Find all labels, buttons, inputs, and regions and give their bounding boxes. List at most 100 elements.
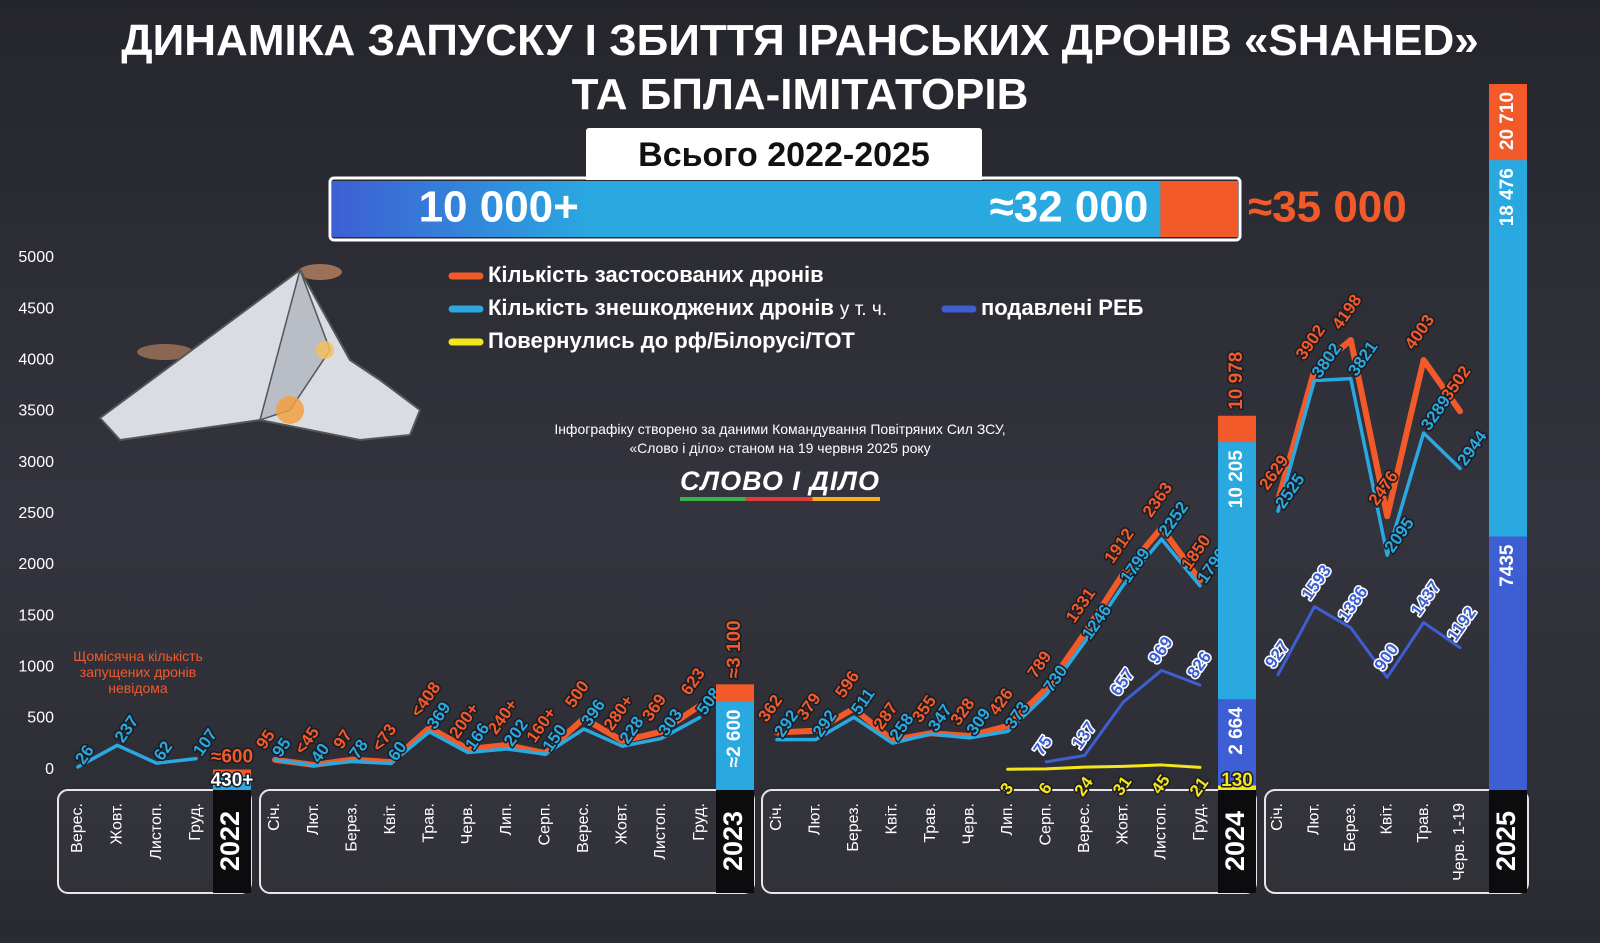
value-label: 927 — [1261, 637, 1293, 671]
year-label: 2024 — [1220, 811, 1250, 871]
y-tick-label: 5000 — [18, 249, 54, 266]
total-label: 130 — [1221, 770, 1253, 791]
total-label: 430+ — [211, 770, 254, 791]
value-label: 969 — [1145, 633, 1177, 667]
total-bar — [1218, 785, 1256, 790]
value-label: 1192 — [1443, 603, 1480, 644]
y-tick-label: 4500 — [18, 300, 54, 317]
series-line — [76, 743, 198, 769]
series-line — [273, 715, 702, 768]
total-label: 7435 — [1497, 544, 1518, 587]
overall-label: ≈35 000 — [1248, 183, 1407, 232]
x-tick-label: Лют. — [807, 803, 824, 835]
x-tick-label: Лют. — [305, 803, 322, 835]
x-tick-label: Берез. — [343, 803, 360, 852]
x-tick-label: Листоп. — [1153, 803, 1170, 860]
series-line — [775, 537, 1202, 745]
value-label: 4003 — [1401, 311, 1438, 353]
total-label: 10 978 — [1226, 352, 1247, 410]
overall-label: 10 000+ — [419, 183, 579, 232]
y-tick-label: 1500 — [18, 607, 54, 624]
legend-label: Кількість знешкоджених дронів — [488, 295, 834, 320]
y-tick-label: 500 — [27, 710, 54, 727]
x-tick-label: Груд. — [1191, 803, 1208, 841]
legend-note: у т. ч. — [840, 299, 887, 320]
legend-label: подавлені РЕБ — [981, 295, 1144, 320]
x-tick-label: Лют. — [1306, 803, 1323, 835]
total-label: 2 664 — [1226, 707, 1247, 755]
total-bar — [213, 775, 251, 790]
legend-label: Кількість застосованих дронів — [488, 262, 824, 287]
x-tick-label: Квіт. — [1378, 803, 1395, 834]
series-line — [1276, 376, 1462, 557]
drone-illustration — [98, 264, 422, 442]
x-tick-label: Листоп. — [148, 803, 165, 860]
value-label: 1593 — [1298, 562, 1335, 604]
y-tick-label: 2000 — [18, 556, 54, 573]
x-tick-label: Черв. — [459, 803, 476, 844]
x-tick-label: Верес. — [575, 803, 592, 853]
source-note: Інфографіку створено за даними Командува… — [554, 421, 1006, 456]
year-label: 2025 — [1491, 811, 1521, 871]
year-box — [716, 790, 754, 893]
x-tick-label: Черв. — [960, 803, 977, 844]
value-label: 2095 — [1381, 514, 1418, 556]
title-line: ТА БПЛА-ІМІТАТОРІВ — [571, 70, 1029, 119]
overall-label: ≈32 000 — [990, 183, 1149, 232]
x-tick-label: Жовт. — [109, 803, 126, 845]
legend-label: Повернулись до рф/Білорусі/ТОТ — [488, 328, 855, 353]
year-box — [1489, 790, 1527, 893]
value-label: 2944 — [1453, 427, 1491, 469]
x-tick-label: Серп. — [536, 803, 553, 845]
x-tick-label: Серп. — [1037, 803, 1054, 845]
x-tick-label: Трав. — [1415, 803, 1432, 843]
series-line — [774, 524, 1203, 744]
x-tick-label: Квіт. — [382, 803, 399, 834]
x-tick-label: Берез. — [1342, 803, 1359, 852]
series-line — [1006, 763, 1202, 771]
x-tick-label: Листоп. — [652, 803, 669, 860]
y-tick-label: 4000 — [18, 352, 54, 369]
y-tick-label: 2500 — [18, 505, 54, 522]
total-bar — [716, 701, 754, 790]
year-label: 2022 — [215, 811, 245, 871]
value-label: 26 — [71, 741, 97, 767]
total-bar — [1489, 536, 1527, 790]
x-tick-label: Жовт. — [614, 803, 631, 845]
y-tick-label: 1000 — [18, 658, 54, 675]
title-line: ДИНАМІКА ЗАПУСКУ І ЗБИТТЯ ІРАНСЬКИХ ДРОН… — [121, 16, 1479, 65]
panel-frame — [1264, 789, 1529, 894]
y-tick-label: 3000 — [18, 454, 54, 471]
x-tick-label: Трав. — [421, 803, 438, 843]
total-label: ≈3 100 — [724, 620, 745, 678]
value-label: 1386 — [1334, 583, 1371, 625]
x-tick-label: Лип. — [498, 803, 515, 836]
value-label: 4198 — [1328, 291, 1365, 333]
value-label: 1437 — [1407, 578, 1444, 620]
x-tick-label: Січ. — [1269, 803, 1286, 831]
total-bar — [1218, 699, 1256, 790]
value-label: 75 — [1030, 732, 1056, 758]
x-tick-label: Січ. — [768, 803, 785, 831]
x-tick-label: Лип. — [999, 803, 1016, 836]
x-tick-label: Трав. — [922, 803, 939, 843]
total-label: 10 205 — [1226, 450, 1247, 509]
x-tick-label: Груд. — [187, 803, 204, 841]
annotation: Щомісячна кількість запущених дронів нев… — [73, 648, 203, 696]
logo: СЛОВО І ДІЛО — [680, 466, 880, 501]
x-tick-label: Груд. — [691, 803, 708, 841]
series-line — [1044, 668, 1202, 764]
x-tick-label: Січ. — [266, 803, 283, 831]
x-tick-label: Верес. — [69, 803, 86, 853]
x-tick-label: Берез. — [845, 803, 862, 852]
total-label: ≈2 600 — [724, 709, 745, 767]
overall-bar — [332, 181, 591, 237]
year-box — [1218, 790, 1256, 893]
year-label: 2023 — [718, 811, 748, 871]
x-tick-label: Верес. — [1076, 803, 1093, 853]
value-label: 826 — [1183, 648, 1215, 682]
total-label: 18 476 — [1497, 168, 1518, 226]
